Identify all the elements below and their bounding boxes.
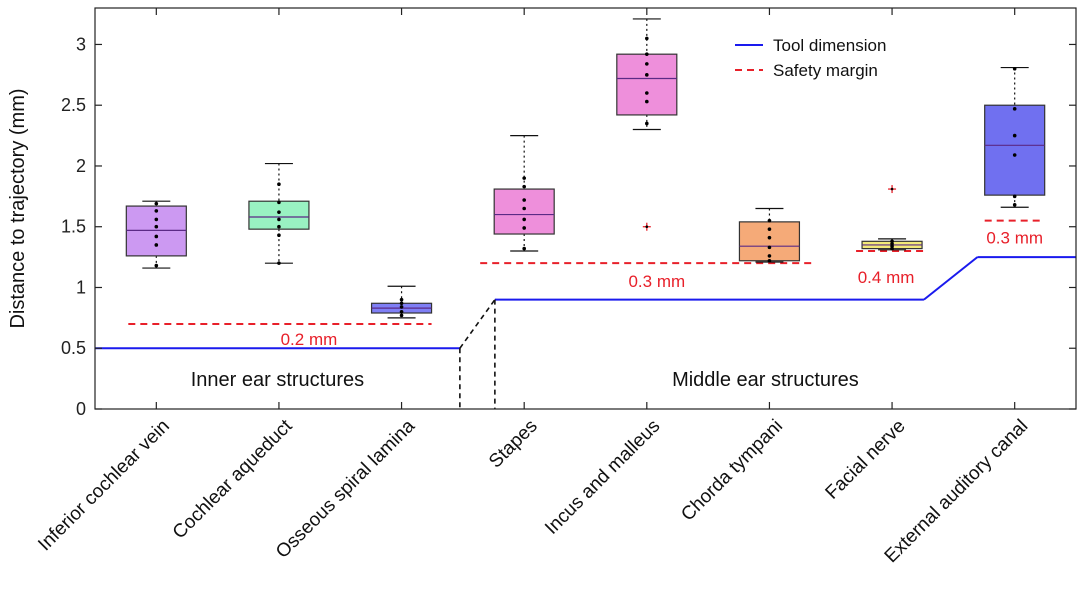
data-point [522, 217, 526, 222]
data-point [277, 210, 281, 214]
box-iqr [984, 104, 1046, 196]
data-point [645, 73, 649, 77]
data-point [645, 91, 649, 95]
x-category-label: Osseous spiral lamina [272, 415, 419, 562]
safety-margin-label: 0.3 mm [986, 229, 1043, 248]
data-point [767, 245, 772, 250]
data-point [277, 200, 281, 205]
reference-lines-layer [95, 219, 1076, 409]
x-category-label: Facial nerve [822, 416, 910, 504]
outlier-point [645, 225, 649, 229]
x-category-label: External auditory canal [881, 416, 1033, 568]
data-point [154, 201, 159, 206]
box-iqr [125, 205, 187, 257]
x-category-label: Inferior cochlear vein [34, 416, 174, 556]
data-point [154, 243, 159, 247]
data-point [767, 235, 772, 240]
outlier-point [890, 187, 894, 191]
group-label-inner-ear: Inner ear structures [191, 369, 364, 391]
labels-layer: 0.2 mm 0.3 mm 0.4 mm 0.3 mm 0 0.5 1 1.5 2 2.5 3 Inf… [7, 34, 1043, 567]
data-point [522, 198, 526, 202]
y-tick-label: 2 [76, 156, 86, 176]
y-tick-label: 1 [76, 277, 86, 297]
box-incus-and-malleus [616, 18, 678, 231]
data-point [645, 52, 649, 56]
safety-margin-label: 0.4 mm [858, 268, 915, 287]
x-category-label: Cochlear aqueduct [169, 415, 297, 543]
data-point [399, 313, 404, 318]
tool-dimension-ramp [923, 256, 978, 301]
plot-frame [94, 7, 1077, 410]
x-category-label: Chorda tympani [677, 416, 787, 526]
box-iqr [616, 53, 678, 116]
box-external-auditory-canal [984, 66, 1046, 208]
safety-margin-label: 0.3 mm [628, 272, 685, 291]
data-point [399, 309, 404, 314]
legend-label: Tool dimension [773, 36, 886, 55]
group-label-middle-ear: Middle ear structures [672, 369, 859, 391]
legend-label: Safety margin [773, 61, 878, 80]
data-point [522, 176, 526, 180]
data-point [399, 301, 404, 306]
data-point [767, 218, 772, 223]
box-chorda-tympani [738, 207, 801, 263]
data-point [399, 297, 404, 302]
box-facial-nerve [861, 185, 923, 251]
data-point [154, 224, 159, 229]
y-axis-title: Distance to trajectory (mm) [7, 88, 29, 328]
data-point [154, 263, 159, 268]
x-category-label: Incus and malleus [541, 416, 664, 539]
y-tick-label: 2.5 [61, 95, 86, 115]
data-point [645, 62, 649, 66]
data-point [1012, 133, 1017, 138]
box-stapes [493, 134, 555, 252]
data-point [154, 217, 159, 222]
data-point [645, 121, 649, 126]
data-point [522, 206, 526, 211]
data-point [1012, 203, 1017, 207]
data-point [1012, 66, 1017, 71]
box-iqr [248, 200, 310, 230]
data-point [767, 258, 772, 263]
y-tick-label: 3 [76, 34, 86, 54]
data-point [767, 227, 772, 231]
data-point [399, 305, 404, 309]
data-point [277, 217, 281, 222]
data-point [1012, 153, 1017, 157]
data-point [277, 233, 281, 238]
data-point [277, 182, 281, 186]
axes-layer [94, 7, 1077, 410]
data-point [277, 261, 281, 265]
boxes-layer [125, 18, 1046, 319]
y-tick-label: 0 [76, 399, 86, 419]
data-point [767, 254, 772, 258]
data-point [645, 99, 649, 104]
data-point [645, 36, 649, 41]
box-cochlear-aqueduct [248, 162, 310, 265]
inner-middle-divider-connector [459, 299, 496, 349]
box-inferior-cochlear-vein [125, 200, 187, 269]
data-point [154, 209, 159, 213]
data-point [522, 184, 526, 189]
safety-margin-label: 0.2 mm [281, 330, 338, 349]
box-osseous-spiral-lamina [370, 285, 433, 319]
legend: Tool dimension Safety margin [735, 36, 886, 80]
data-point [154, 234, 159, 239]
y-tick-label: 1.5 [61, 217, 86, 237]
x-category-label: Stapes [485, 416, 542, 473]
y-tick-label: 0.5 [61, 338, 86, 358]
data-point [1012, 194, 1017, 199]
data-point [522, 246, 526, 251]
data-point [277, 224, 281, 229]
data-point [522, 226, 526, 230]
data-point [1012, 107, 1017, 111]
data-point [890, 239, 894, 244]
